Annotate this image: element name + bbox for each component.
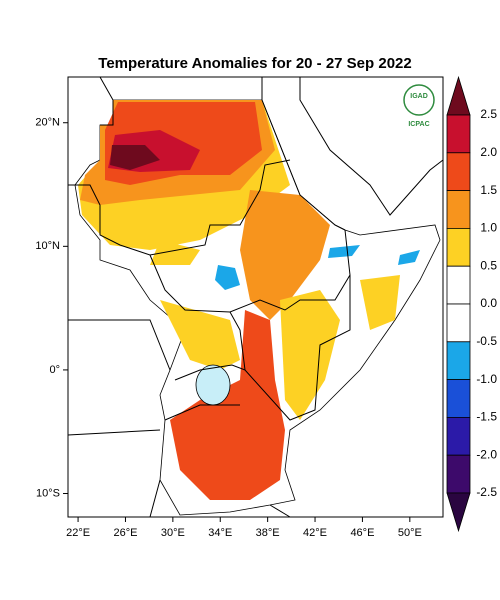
y-tick-label: 10°N [35, 240, 60, 252]
logo-circle [403, 84, 435, 116]
colorbar-segment [446, 303, 471, 343]
warm-band [360, 275, 400, 330]
colorbar-label: 1.5 [480, 183, 497, 197]
warm-band [160, 300, 240, 370]
country-border [149, 229, 351, 313]
country-border [100, 100, 114, 126]
logo-text: IGAD [410, 93, 428, 100]
colorbar-label: -2.5 [476, 485, 497, 499]
country-border [68, 159, 291, 256]
cool-band [328, 245, 360, 258]
country-border [149, 479, 161, 518]
coastline [261, 77, 346, 231]
x-tick-label: 38°E [256, 527, 280, 539]
colorbar-label: 1.0 [480, 221, 497, 235]
colorbar-end [446, 75, 471, 116]
country-border [174, 311, 246, 381]
map-frame [67, 76, 444, 518]
colorbar-label: -1.0 [476, 372, 497, 386]
colorbar-label: -0.5 [476, 334, 497, 348]
colorbar-label: -1.5 [476, 410, 497, 424]
logo: IGAD ICPAC [403, 84, 435, 128]
warm-band [240, 190, 330, 320]
warm-band [150, 240, 200, 265]
colorbar-segment [446, 114, 471, 154]
colorbar-segment [446, 227, 471, 267]
chart-title: Temperature Anomalies for 20 - 27 Sep 20… [98, 55, 411, 72]
cool-band [215, 265, 240, 290]
lake-victoria [195, 364, 231, 406]
colorbar-segment [446, 265, 471, 305]
colorbar-segment [446, 454, 471, 494]
x-tick-label: 42°E [303, 527, 327, 539]
colorbar-label: 0.0 [480, 296, 497, 310]
x-tick-label: 26°E [113, 527, 137, 539]
colorbar-segment [446, 152, 471, 192]
logo-text: ICPAC [408, 121, 429, 128]
y-tick-label: 10°S [36, 487, 60, 499]
colorbar-segment [446, 416, 471, 456]
hot-band [110, 145, 160, 170]
colorbar-segment [446, 379, 471, 418]
coastline [299, 77, 444, 216]
colorbar-label: 0.5 [480, 258, 497, 272]
colorbar-segment [446, 190, 471, 229]
y-tick-label: 0° [49, 364, 60, 376]
colorbar-label: 2.5 [480, 107, 497, 121]
country-border [269, 504, 291, 518]
cool-band [398, 250, 420, 265]
colorbar-end [446, 492, 471, 533]
colorbar-label: -2.0 [476, 447, 497, 461]
country-border [244, 275, 351, 421]
country-border [68, 319, 171, 371]
warm-band [280, 290, 340, 420]
x-tick-label: 46°E [350, 527, 374, 539]
x-tick-label: 50°E [398, 527, 422, 539]
colorbar-label: 2.0 [480, 145, 497, 159]
x-tick-label: 34°E [208, 527, 232, 539]
country-border [67, 429, 161, 436]
y-tick-label: 20°N [35, 117, 60, 129]
country-border [164, 404, 240, 421]
x-tick-label: 30°E [161, 527, 185, 539]
map-area: IGAD ICPAC [67, 76, 444, 518]
x-tick-label: 22°E [66, 527, 90, 539]
colorbar-segment [446, 341, 471, 380]
